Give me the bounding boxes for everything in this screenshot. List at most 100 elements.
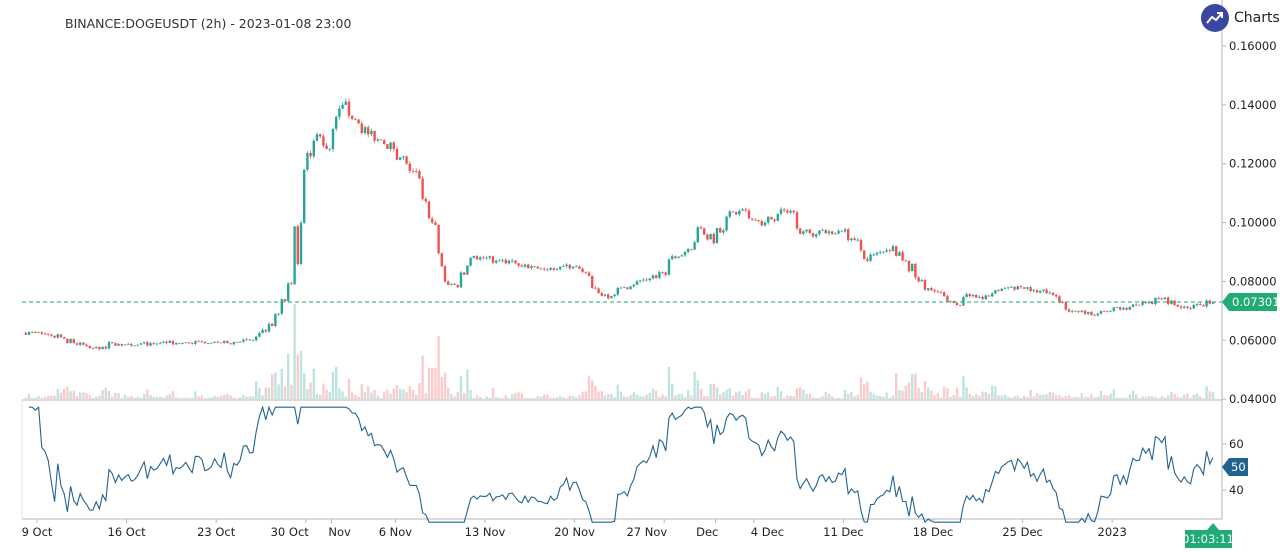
volume-bar [418,383,421,399]
candle [53,335,56,339]
volume-bar [82,392,85,399]
volume-bar [72,390,75,399]
candle [1032,288,1035,293]
candle [447,280,450,286]
candle [1080,310,1083,313]
volume-bar [1160,396,1163,399]
candle [635,279,639,286]
volume-bar [1019,397,1023,399]
volume-bar [315,393,319,399]
volume-bar [1099,390,1103,399]
volume-bar [466,369,469,399]
volume-bar [255,381,258,399]
candle [59,334,63,338]
candle [207,343,210,345]
candle [331,128,335,152]
candle [760,219,763,227]
candle [104,345,107,350]
candle [671,254,674,260]
candle [533,265,536,268]
volume-bar [661,394,664,399]
volume-bar [527,397,530,399]
volume-bar [149,395,152,399]
candle [1141,300,1144,307]
volume-bar [351,392,354,399]
volume-bar [479,396,482,399]
candle [895,245,898,257]
volume-bar [1045,394,1048,399]
candle [882,251,885,254]
candle [287,281,290,302]
volume-bar [639,396,642,399]
brand-logo[interactable]: Charts p [1201,4,1280,32]
candle [1007,287,1010,290]
candle [1138,304,1141,306]
volume-bar [1055,395,1058,399]
volume-bar [27,394,31,399]
volume-bar [1080,393,1083,399]
candle [203,341,207,344]
volume-bar [975,394,978,399]
candle [111,342,114,344]
volume-bar [40,397,43,399]
volume-bar [290,384,293,399]
candle [578,265,581,269]
candle [72,338,75,344]
candle [751,218,754,221]
volume-bar [619,391,623,399]
candle [120,343,123,347]
candle [939,290,943,294]
candle [719,227,722,233]
candle [1167,296,1170,306]
volume-bar [805,394,808,399]
candle [655,274,658,279]
candle [575,264,578,268]
candle [725,215,728,232]
volume-bar [200,395,203,399]
candle [1042,289,1045,293]
volume-bar [626,396,629,399]
volume-bar [904,385,907,399]
candle [344,98,347,106]
volume-bar [1195,393,1199,399]
volume-bar [63,388,66,399]
volume-bar [376,395,379,399]
candle [651,274,655,280]
candle [859,238,863,253]
candle [469,257,472,267]
candle [1195,302,1199,307]
candle [341,102,344,110]
volume-bar [491,387,495,399]
volume-bar [504,395,507,399]
candle [731,211,735,213]
candle [930,286,933,292]
volume-bar [405,392,408,399]
time-tick-label: 2023 [1098,525,1127,539]
volume-bar [1007,396,1010,399]
volume-bar [914,373,917,399]
volume-bar [24,397,27,399]
volume-bar [187,397,191,399]
candle [219,342,223,344]
candle [776,213,779,221]
volume-bar [120,397,123,399]
candle [1067,308,1071,313]
candle [837,228,840,235]
candle [235,341,239,344]
candle [47,333,50,336]
candle [959,304,962,306]
candle [520,263,523,268]
volume-bar [69,390,72,399]
volume-bar [152,396,155,399]
volume-bar [1064,395,1067,399]
candle [277,313,280,316]
volume-bar [498,397,501,399]
volume-bar [952,395,955,399]
candle [978,295,981,299]
candle [693,240,696,251]
volume-bar [959,396,962,399]
volume-bar [127,397,130,399]
price-tick-label: 0.14000 [1229,98,1277,112]
candle [757,219,760,223]
